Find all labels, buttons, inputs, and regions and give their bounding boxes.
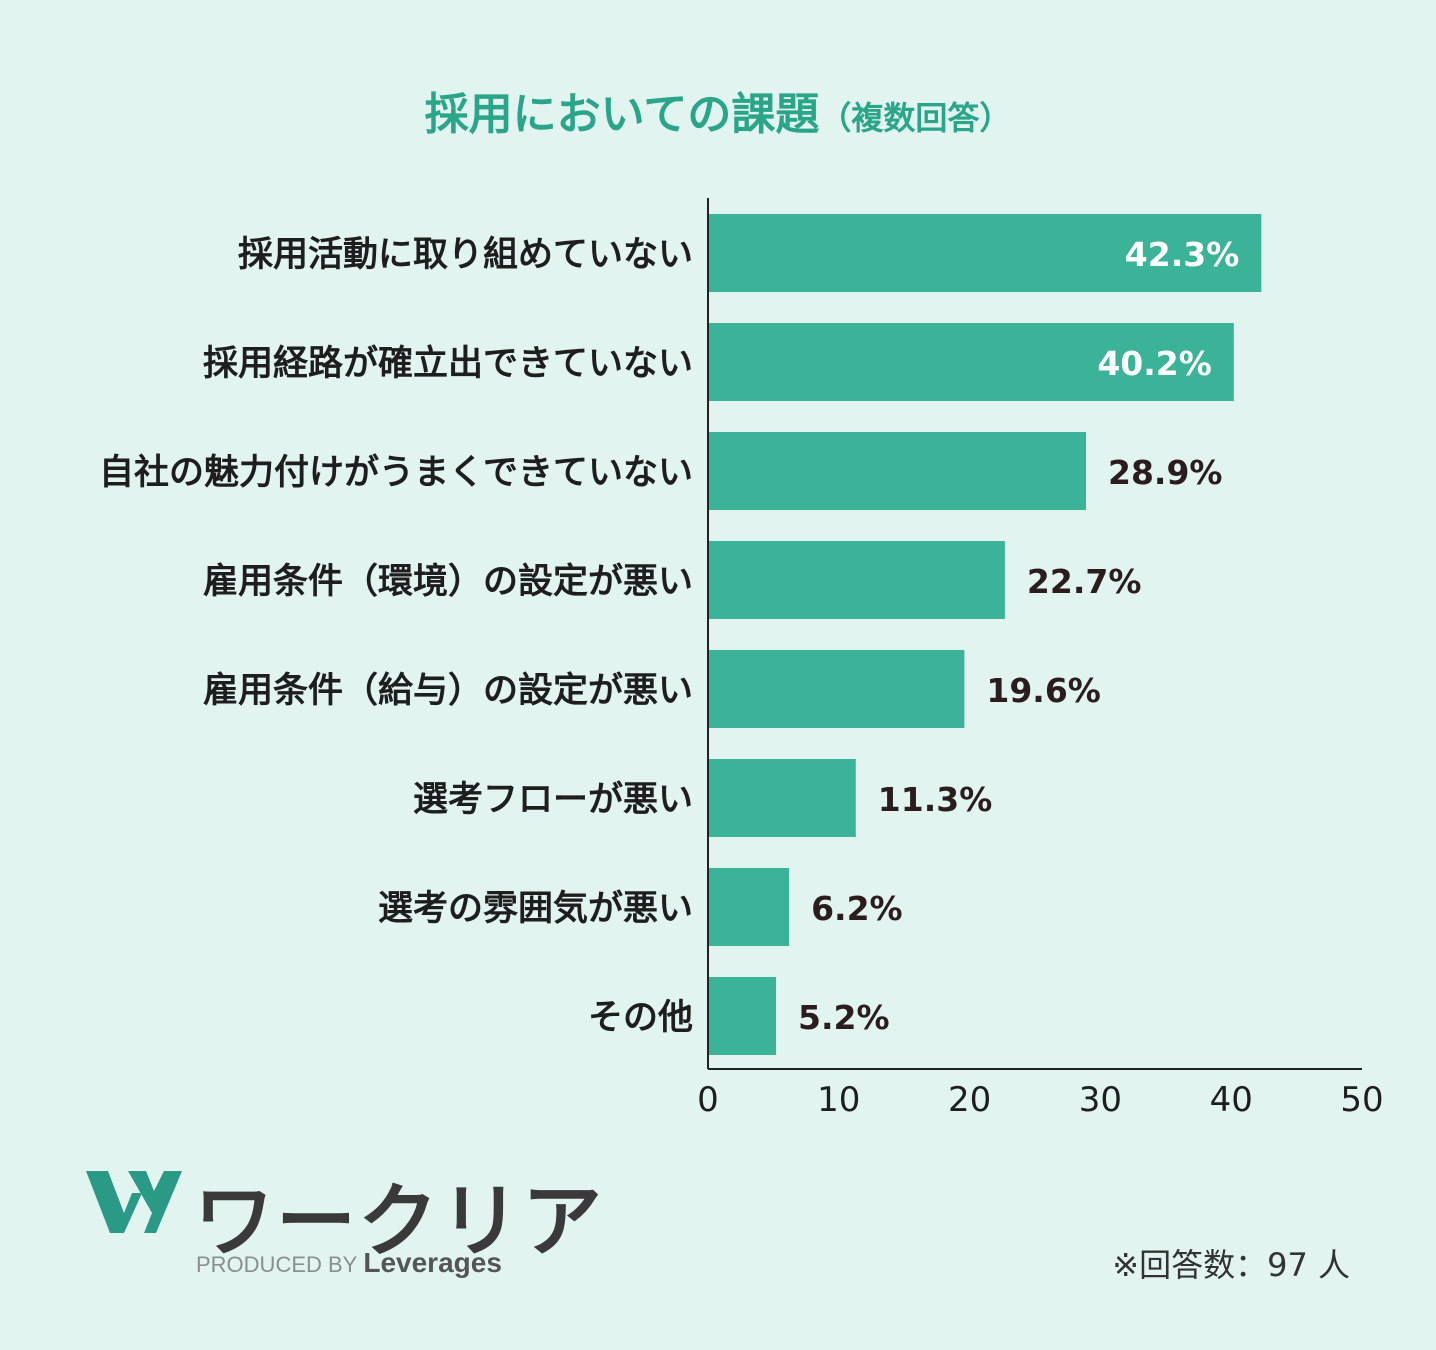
category-label-5: 雇用条件（給与）の設定が悪い: [203, 670, 693, 711]
value-label-6: 11.3%: [878, 780, 993, 819]
logo-wordmark: ワークリア: [194, 1175, 604, 1268]
bar-chart: 採用活動に取り組めていない 42.3% 採用経路が確立出できていない 40.2% 自社の…: [99, 198, 1384, 1120]
category-label-8: その他: [588, 998, 693, 1038]
x-tick-label-0: 0: [697, 1080, 719, 1120]
bar-7: [708, 868, 790, 946]
bar-3: [708, 432, 1087, 510]
brand-logo: ワークリア PRODUCED BY Leverages: [84, 1163, 602, 1283]
value-label-1: 42.3%: [1125, 235, 1240, 274]
value-label-7: 6.2%: [811, 889, 903, 928]
leverages-brand: Leverages: [363, 1247, 502, 1278]
respondent-count-note: ※回答数：97 人: [1112, 1246, 1350, 1284]
bar-6: [708, 759, 856, 837]
bar-2: [708, 323, 1234, 401]
bar-8: [708, 977, 777, 1055]
x-tick-label-40: 40: [1210, 1080, 1253, 1120]
produced-by-line: PRODUCED BY Leverages: [196, 1247, 502, 1279]
value-label-2: 40.2%: [1097, 344, 1212, 383]
x-tick-label-50: 50: [1340, 1080, 1383, 1120]
bar-1: [708, 214, 1262, 292]
w-logo-icon: [86, 1171, 182, 1233]
chart-title-main: 採用においての課題: [424, 89, 820, 140]
value-label-4: 22.7%: [1027, 562, 1142, 601]
category-label-1: 採用活動に取り組めていない: [238, 235, 693, 275]
bar-5: [708, 650, 965, 728]
value-label-3: 28.9%: [1108, 453, 1223, 492]
value-label-5: 19.6%: [986, 671, 1100, 710]
chart-title-sub: （複数回答）: [819, 99, 1012, 137]
chart-title: 採用においての課題（複数回答）: [0, 78, 1436, 142]
x-tick-label-30: 30: [1079, 1080, 1122, 1120]
category-label-3: 自社の魅力付けがうまくできていない: [99, 453, 693, 493]
value-label-8: 5.2%: [798, 998, 890, 1037]
x-tick-label-20: 20: [948, 1080, 991, 1120]
bar-4: [708, 541, 1005, 619]
category-label-7: 選考の雰囲気が悪い: [378, 889, 693, 929]
produced-by-label: PRODUCED BY: [196, 1252, 358, 1277]
category-label-6: 選考フローが悪い: [413, 780, 693, 820]
x-tick-label-10: 10: [817, 1080, 860, 1120]
category-label-4: 雇用条件（環境）の設定が悪い: [203, 561, 693, 602]
category-label-2: 採用経路が確立出できていない: [203, 344, 693, 384]
